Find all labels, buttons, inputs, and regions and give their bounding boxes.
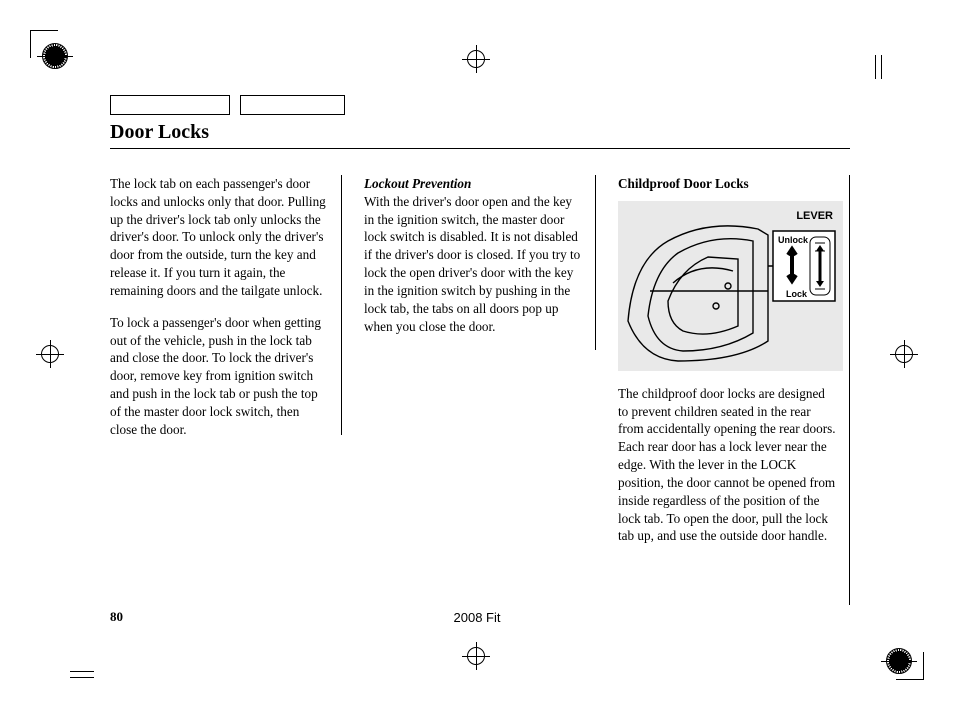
registration-mark [462,642,490,670]
registration-mark [462,45,490,73]
footer-text: 2008 Fit [454,610,501,625]
header-box [240,95,345,115]
registration-mark [42,43,68,69]
body-text: The lock tab on each passenger's door lo… [110,175,329,300]
registration-mark [886,648,912,674]
page-number: 80 [110,609,123,625]
crop-mark-tr [875,55,877,79]
header-box [110,95,230,115]
unlock-text: Unlock [778,235,809,245]
door-lock-illustration: Unlock Lock [618,201,843,371]
column-1: The lock tab on each passenger's door lo… [110,175,342,435]
lever-label: LEVER [796,209,833,224]
title-rule [110,148,850,149]
body-text: The childproof door locks are designed t… [618,385,837,545]
crop-mark-tr [881,55,883,79]
subhead-childproof: Childproof Door Locks [618,175,837,193]
header-boxes [110,95,850,115]
crop-mark-bl [70,677,94,679]
registration-mark [890,340,918,368]
body-text: With the driver's door open and the key … [364,194,580,334]
page-content: Door Locks The lock tab on each passenge… [110,95,850,605]
lock-text: Lock [786,289,808,299]
column-3: Childproof Door Locks LEVER [618,175,850,605]
body-text: Lockout Prevention With the driver's doo… [364,175,583,335]
subhead-lockout: Lockout Prevention [364,176,471,191]
column-2: Lockout Prevention With the driver's doo… [364,175,596,350]
childproof-figure: LEVER Unlock Lock [618,201,843,371]
page-title: Door Locks [110,121,850,144]
columns: The lock tab on each passenger's door lo… [110,175,850,605]
body-text: To lock a passenger's door when getting … [110,314,329,439]
registration-mark [36,340,64,368]
crop-mark-bl [70,671,94,673]
